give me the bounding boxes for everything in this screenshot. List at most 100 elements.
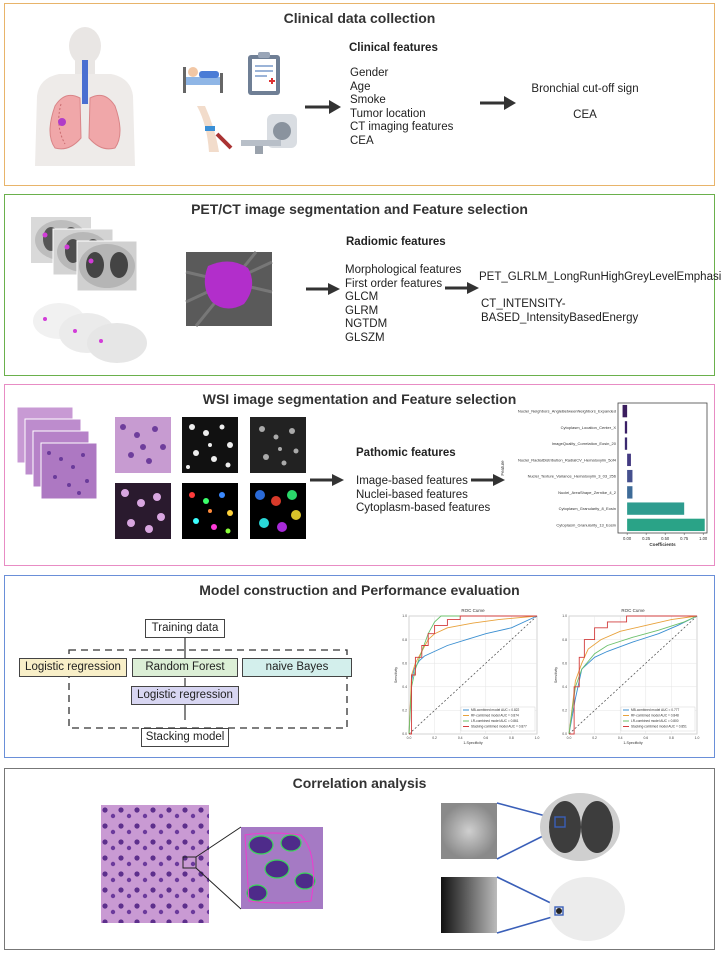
x-tick-label: 0.6 bbox=[483, 736, 488, 740]
chart-title: ROC Curve bbox=[461, 608, 485, 613]
features-heading: Pathomic features bbox=[356, 447, 456, 459]
legend-entry: Stacking-combined model AUC = 0.851 bbox=[631, 725, 687, 729]
legend-entry: MB-combined model AUC = 0.822 bbox=[471, 708, 520, 712]
feature-item: Morphological features bbox=[345, 264, 462, 276]
he-tile-image bbox=[115, 417, 171, 473]
cytoplasm-label-image bbox=[250, 483, 306, 539]
y-tick-label: 0.0 bbox=[402, 732, 407, 736]
coefficient-bar bbox=[624, 421, 628, 434]
feature-item: Age bbox=[350, 80, 371, 93]
y-axis-label: Feature bbox=[500, 460, 505, 476]
ct-scanner-icon bbox=[241, 114, 297, 154]
arrow-right-icon bbox=[305, 100, 341, 114]
legend-entry: LR-combined model AUC = 0.800 bbox=[631, 719, 679, 723]
y-tick-label: 0.8 bbox=[402, 638, 407, 642]
x-tick-label: 0.4 bbox=[618, 736, 623, 740]
roc-chart-right: ROC Curve 0.00.0 0.2 0.2 0.4 0.4 0.6 0.6 0.8 0.8 1… bbox=[554, 608, 700, 745]
legend-entry: RF-combined model AUC = 0.848 bbox=[631, 714, 679, 718]
x-tick-label: 0.00 bbox=[623, 536, 632, 541]
feature-item: First order features bbox=[345, 277, 443, 290]
arrow-right-icon bbox=[445, 282, 479, 294]
logistic-regression-box: Logistic regression bbox=[19, 658, 127, 677]
feature-tick-label: Cytoplasm_Granularity_13_Eosin bbox=[556, 522, 616, 527]
y-tick-label: 1.0 bbox=[402, 614, 407, 618]
gray-mask-image bbox=[250, 417, 306, 473]
y-tick-label: 0.2 bbox=[562, 709, 567, 713]
y-tick-label: 0.6 bbox=[562, 661, 567, 665]
x-tick-label: 0.50 bbox=[661, 536, 670, 541]
feature-item: CEA bbox=[350, 134, 374, 147]
feature-item: GLCM bbox=[345, 291, 379, 303]
features-heading: Radiomic features bbox=[346, 236, 446, 248]
feature-item: GLRM bbox=[345, 304, 379, 317]
y-tick-label: 0.4 bbox=[402, 685, 407, 689]
x-axis-label: Coefficients bbox=[649, 542, 676, 547]
roc-curve bbox=[409, 615, 537, 735]
x-tick-label: 0.6 bbox=[643, 736, 648, 740]
roc-curve bbox=[408, 615, 538, 735]
coefficient-bar bbox=[627, 469, 633, 483]
legend-entry: RF-combined model AUC = 0.874 bbox=[471, 714, 519, 718]
feature-tick-label: Nuclei_Texture_Variance_Hematoxylin_3_03… bbox=[528, 474, 617, 479]
feature-tick-label: Nuclei_AreaShape_Zernike_4_2 bbox=[558, 490, 617, 495]
x-tick-label: 0.8 bbox=[509, 736, 514, 740]
x-tick-label: 0.2 bbox=[432, 736, 437, 740]
x-tick-label: 0.0 bbox=[407, 736, 412, 740]
feature-tick-label: Nuclei_Neighbors_AngleBetweenNeighbors_E… bbox=[518, 409, 616, 414]
x-tick-label: 0.4 bbox=[458, 736, 463, 740]
coefficient-bar bbox=[622, 404, 628, 418]
x-tick-label: 0.25 bbox=[642, 536, 651, 541]
roc-curve bbox=[568, 615, 698, 735]
training-data-box: Training data bbox=[145, 619, 225, 638]
y-axis-label: Sensitivity bbox=[394, 667, 398, 683]
pet-slices-image bbox=[33, 303, 147, 363]
panel-wsi: WSI image segmentation and Feature selec… bbox=[4, 384, 715, 566]
feature-item: Nuclei-based features bbox=[356, 488, 468, 501]
feature-tick-label: Cytoplasm_Granularity_8_Eosin bbox=[559, 506, 616, 511]
panel-title: Correlation analysis bbox=[292, 775, 427, 791]
coefficient-bar bbox=[627, 453, 631, 467]
x-tick-label: 0.2 bbox=[592, 736, 597, 740]
y-tick-label: 0.6 bbox=[402, 661, 407, 665]
roc-curve bbox=[569, 615, 697, 735]
legend-entry: Stacking-combined model AUC = 0.877 bbox=[471, 725, 527, 729]
radiomic-patch-image bbox=[441, 793, 625, 941]
roc-curve bbox=[568, 615, 698, 735]
roc-curve bbox=[408, 615, 538, 735]
x-tick-label: 1.0 bbox=[695, 736, 700, 740]
feature-tick-label: Cytoplasm_Location_Center_X bbox=[561, 425, 617, 430]
selected-feature: CEA bbox=[573, 109, 597, 121]
arrow-right-icon bbox=[306, 283, 340, 295]
coefficient-bar bbox=[624, 437, 628, 450]
features-heading: Clinical features bbox=[349, 42, 438, 54]
arrow-right-icon bbox=[471, 474, 505, 486]
random-forest-box: Random Forest bbox=[132, 658, 238, 677]
coefficient-bar bbox=[627, 518, 705, 532]
y-axis-label: Sensitivity bbox=[554, 667, 558, 683]
arrow-right-icon bbox=[480, 96, 516, 110]
selected-feature: PET_GLRLM_LongRunHighGreyLevelEmphasis bbox=[479, 271, 721, 283]
naive-bayes-box: naive Bayes bbox=[242, 658, 352, 677]
lungs-illustration bbox=[35, 27, 135, 166]
x-axis-label: 1-Specificity bbox=[463, 741, 483, 745]
feature-item: Tumor location bbox=[350, 107, 426, 120]
feature-item: Image-based features bbox=[356, 475, 468, 487]
x-axis-label: 1-Specificity bbox=[623, 741, 643, 745]
legend-box bbox=[620, 706, 696, 732]
panel-correlation: Correlation analysis bbox=[4, 768, 715, 950]
selected-feature: CT_INTENSITY-BASED_IntensityBasedEnergy bbox=[481, 298, 639, 324]
wsi-stack-image bbox=[16, 406, 98, 500]
panel-title: Clinical data collection bbox=[283, 10, 436, 26]
y-tick-label: 0.0 bbox=[562, 732, 567, 736]
panel-clinical: Clinical data collection bbox=[4, 3, 715, 186]
he-tissue-image bbox=[101, 805, 323, 923]
panel-title: PET/CT image segmentation and Feature se… bbox=[191, 201, 528, 217]
binary-mask-image bbox=[182, 417, 238, 473]
y-tick-label: 0.4 bbox=[562, 685, 567, 689]
feature-item: Smoke bbox=[350, 94, 386, 106]
panel-title: Model construction and Performance evalu… bbox=[199, 582, 520, 598]
feature-list: Image-based features Nuclei-based featur… bbox=[356, 475, 490, 516]
legend-entry: LR-combined model AUC = 0.861 bbox=[471, 719, 519, 723]
coefficient-bar bbox=[627, 502, 685, 515]
y-tick-label: 0.8 bbox=[562, 638, 567, 642]
